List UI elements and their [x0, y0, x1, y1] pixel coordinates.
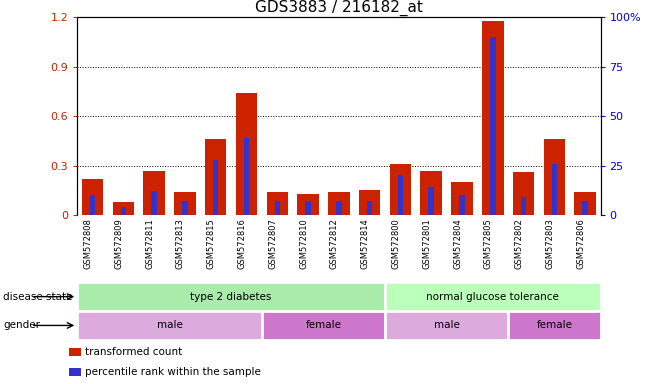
Bar [205, 139, 227, 215]
Bar [305, 201, 311, 215]
Bar [174, 192, 196, 215]
Text: GSM572814: GSM572814 [360, 218, 370, 269]
Text: female: female [305, 320, 342, 331]
Text: male: male [433, 320, 460, 331]
Bar [274, 201, 280, 215]
Text: GSM572816: GSM572816 [238, 218, 246, 269]
Bar [244, 138, 249, 215]
Bar [236, 93, 257, 215]
Bar [69, 367, 81, 376]
Bar [367, 201, 372, 215]
Text: GSM572812: GSM572812 [330, 218, 339, 269]
Bar [213, 160, 219, 215]
Text: GSM572800: GSM572800 [391, 218, 401, 269]
Bar [297, 194, 319, 215]
Text: gender: gender [3, 320, 40, 331]
Text: GSM572808: GSM572808 [84, 218, 93, 269]
Bar [421, 170, 442, 215]
Text: normal glucose tolerance: normal glucose tolerance [426, 291, 559, 302]
Bar [521, 197, 526, 215]
Bar [77, 282, 385, 311]
Text: type 2 diabetes: type 2 diabetes [191, 291, 272, 302]
Bar [266, 192, 288, 215]
Text: GSM572809: GSM572809 [114, 218, 123, 269]
Bar [544, 139, 565, 215]
Bar [182, 201, 188, 215]
Bar [82, 179, 103, 215]
Text: GSM572815: GSM572815 [207, 218, 215, 269]
Bar [359, 190, 380, 215]
Bar [152, 191, 157, 215]
Bar [385, 311, 508, 340]
Bar [77, 311, 262, 340]
Bar [482, 21, 503, 215]
Bar [459, 195, 465, 215]
Bar [451, 182, 473, 215]
Bar [328, 192, 350, 215]
Bar [336, 201, 342, 215]
Text: GSM572810: GSM572810 [299, 218, 308, 269]
Text: GSM572806: GSM572806 [576, 218, 585, 269]
Bar [144, 170, 165, 215]
Text: disease state: disease state [3, 291, 73, 302]
Text: female: female [536, 320, 572, 331]
Bar [90, 195, 95, 215]
Bar [398, 175, 403, 215]
Bar [552, 164, 557, 215]
Bar [513, 172, 534, 215]
Bar [121, 207, 126, 215]
Bar [390, 164, 411, 215]
Text: GSM572803: GSM572803 [546, 218, 554, 269]
Text: GSM572811: GSM572811 [145, 218, 154, 269]
Bar [429, 187, 434, 215]
Text: GSM572813: GSM572813 [176, 218, 185, 269]
Bar [262, 311, 385, 340]
Bar [113, 202, 134, 215]
Text: male: male [156, 320, 183, 331]
Text: GSM572804: GSM572804 [453, 218, 462, 269]
Bar [490, 37, 496, 215]
Text: GSM572807: GSM572807 [268, 218, 277, 269]
Bar [508, 311, 601, 340]
Text: GSM572802: GSM572802 [515, 218, 523, 269]
Text: GSM572801: GSM572801 [422, 218, 431, 269]
Text: percentile rank within the sample: percentile rank within the sample [85, 367, 261, 377]
Bar [385, 282, 601, 311]
Text: transformed count: transformed count [85, 347, 183, 357]
Title: GDS3883 / 216182_at: GDS3883 / 216182_at [255, 0, 423, 16]
Bar [69, 348, 81, 356]
Bar [574, 192, 596, 215]
Bar [582, 201, 588, 215]
Text: GSM572805: GSM572805 [484, 218, 493, 269]
